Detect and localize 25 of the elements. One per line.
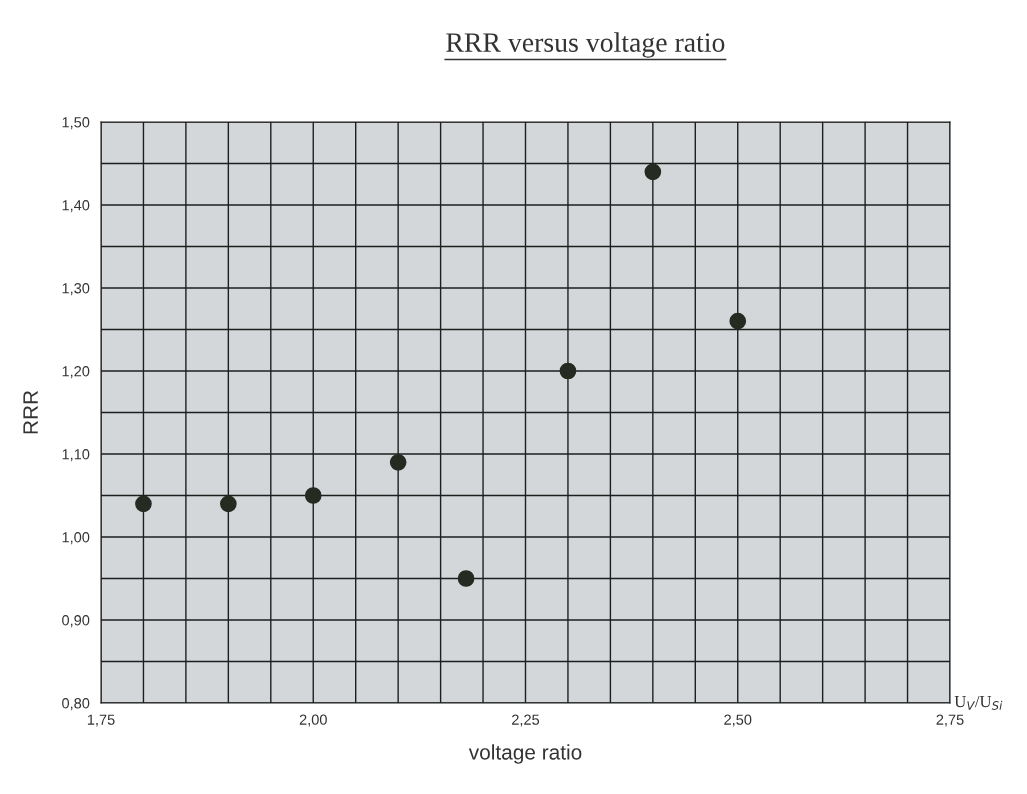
y-tick-label: 1,50	[62, 117, 90, 130]
y-tick-label: 1,40	[62, 200, 90, 213]
x-tick-label: 2,00	[299, 714, 327, 727]
y-tick-label: 0,80	[62, 698, 90, 711]
point	[389, 453, 407, 471]
y-tick-label: 1,30	[62, 283, 90, 296]
x-tick-label: 2,75	[936, 714, 964, 727]
point	[559, 362, 577, 380]
x-axis-title: voltage ratio	[468, 744, 582, 764]
point	[135, 495, 152, 513]
chart-title: RRR versus voltage ratio	[446, 32, 725, 58]
y-tick-label: 0,90	[62, 615, 90, 628]
x-tick-label: 2,25	[512, 714, 540, 727]
x-tick-label: 2,50	[724, 714, 752, 727]
point	[304, 487, 322, 504]
y-axis-title: RRR	[23, 390, 38, 434]
y-tick-label: 1,10	[62, 449, 90, 462]
point	[644, 163, 662, 181]
y-tick-label: 1,20	[62, 366, 90, 379]
y-tick-label: 1,00	[62, 532, 90, 545]
point	[729, 312, 747, 330]
point	[457, 570, 475, 587]
text: U$_{V}$/U$_{Si}$	[954, 696, 1003, 710]
x-tick-label: 1,75	[87, 714, 115, 727]
point	[220, 495, 237, 513]
